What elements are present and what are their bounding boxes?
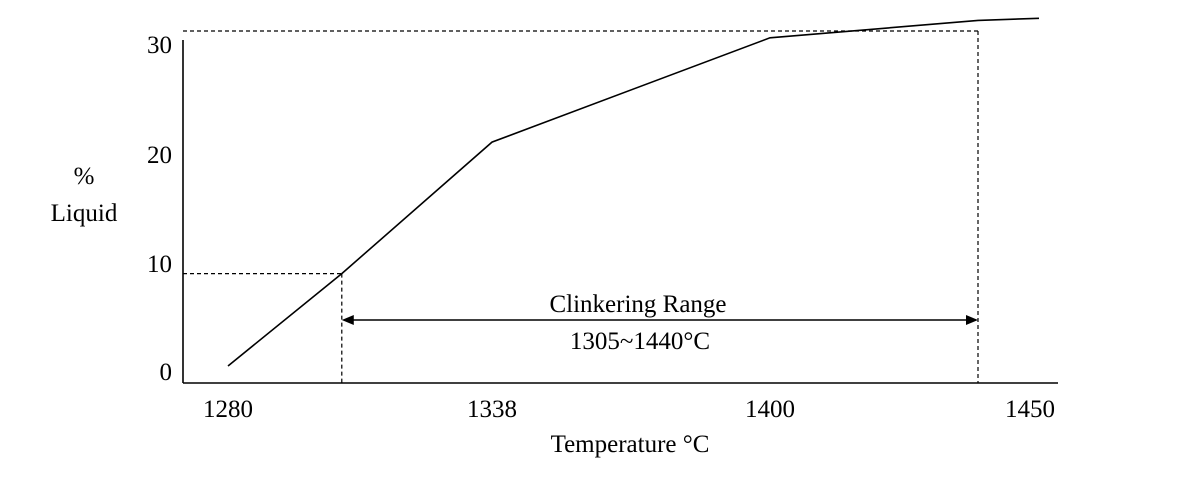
x-tick-label: 1450 [1005, 396, 1055, 423]
y-axis-label-percent: % [74, 163, 95, 190]
x-tick-label: 1338 [467, 396, 517, 423]
liquid-curve [227, 17, 1040, 367]
y-tick-label: 0 [160, 359, 173, 386]
y-tick-label: 20 [147, 142, 172, 169]
y-axis-label-liquid: Liquid [51, 200, 118, 227]
range-arrowhead-right [966, 315, 978, 325]
range-arrowhead-left [341, 315, 354, 325]
y-tick-label: 10 [147, 251, 172, 278]
tick-labels: 1280 1338 1400 1450 0 10 20 30 [147, 32, 1055, 423]
series-layer [227, 17, 1040, 367]
clinkering-range-annotation [341, 315, 978, 325]
reference-lines [183, 30, 979, 383]
y-tick-label: 30 [147, 32, 172, 59]
axes [182, 40, 1058, 384]
clinkering-range-text: 1305~1440°C [570, 328, 710, 355]
x-tick-label: 1280 [203, 396, 253, 423]
x-tick-label: 1400 [745, 396, 795, 423]
x-axis-label: Temperature °C [551, 431, 710, 458]
clinkering-range-label: Clinkering Range [549, 291, 726, 318]
